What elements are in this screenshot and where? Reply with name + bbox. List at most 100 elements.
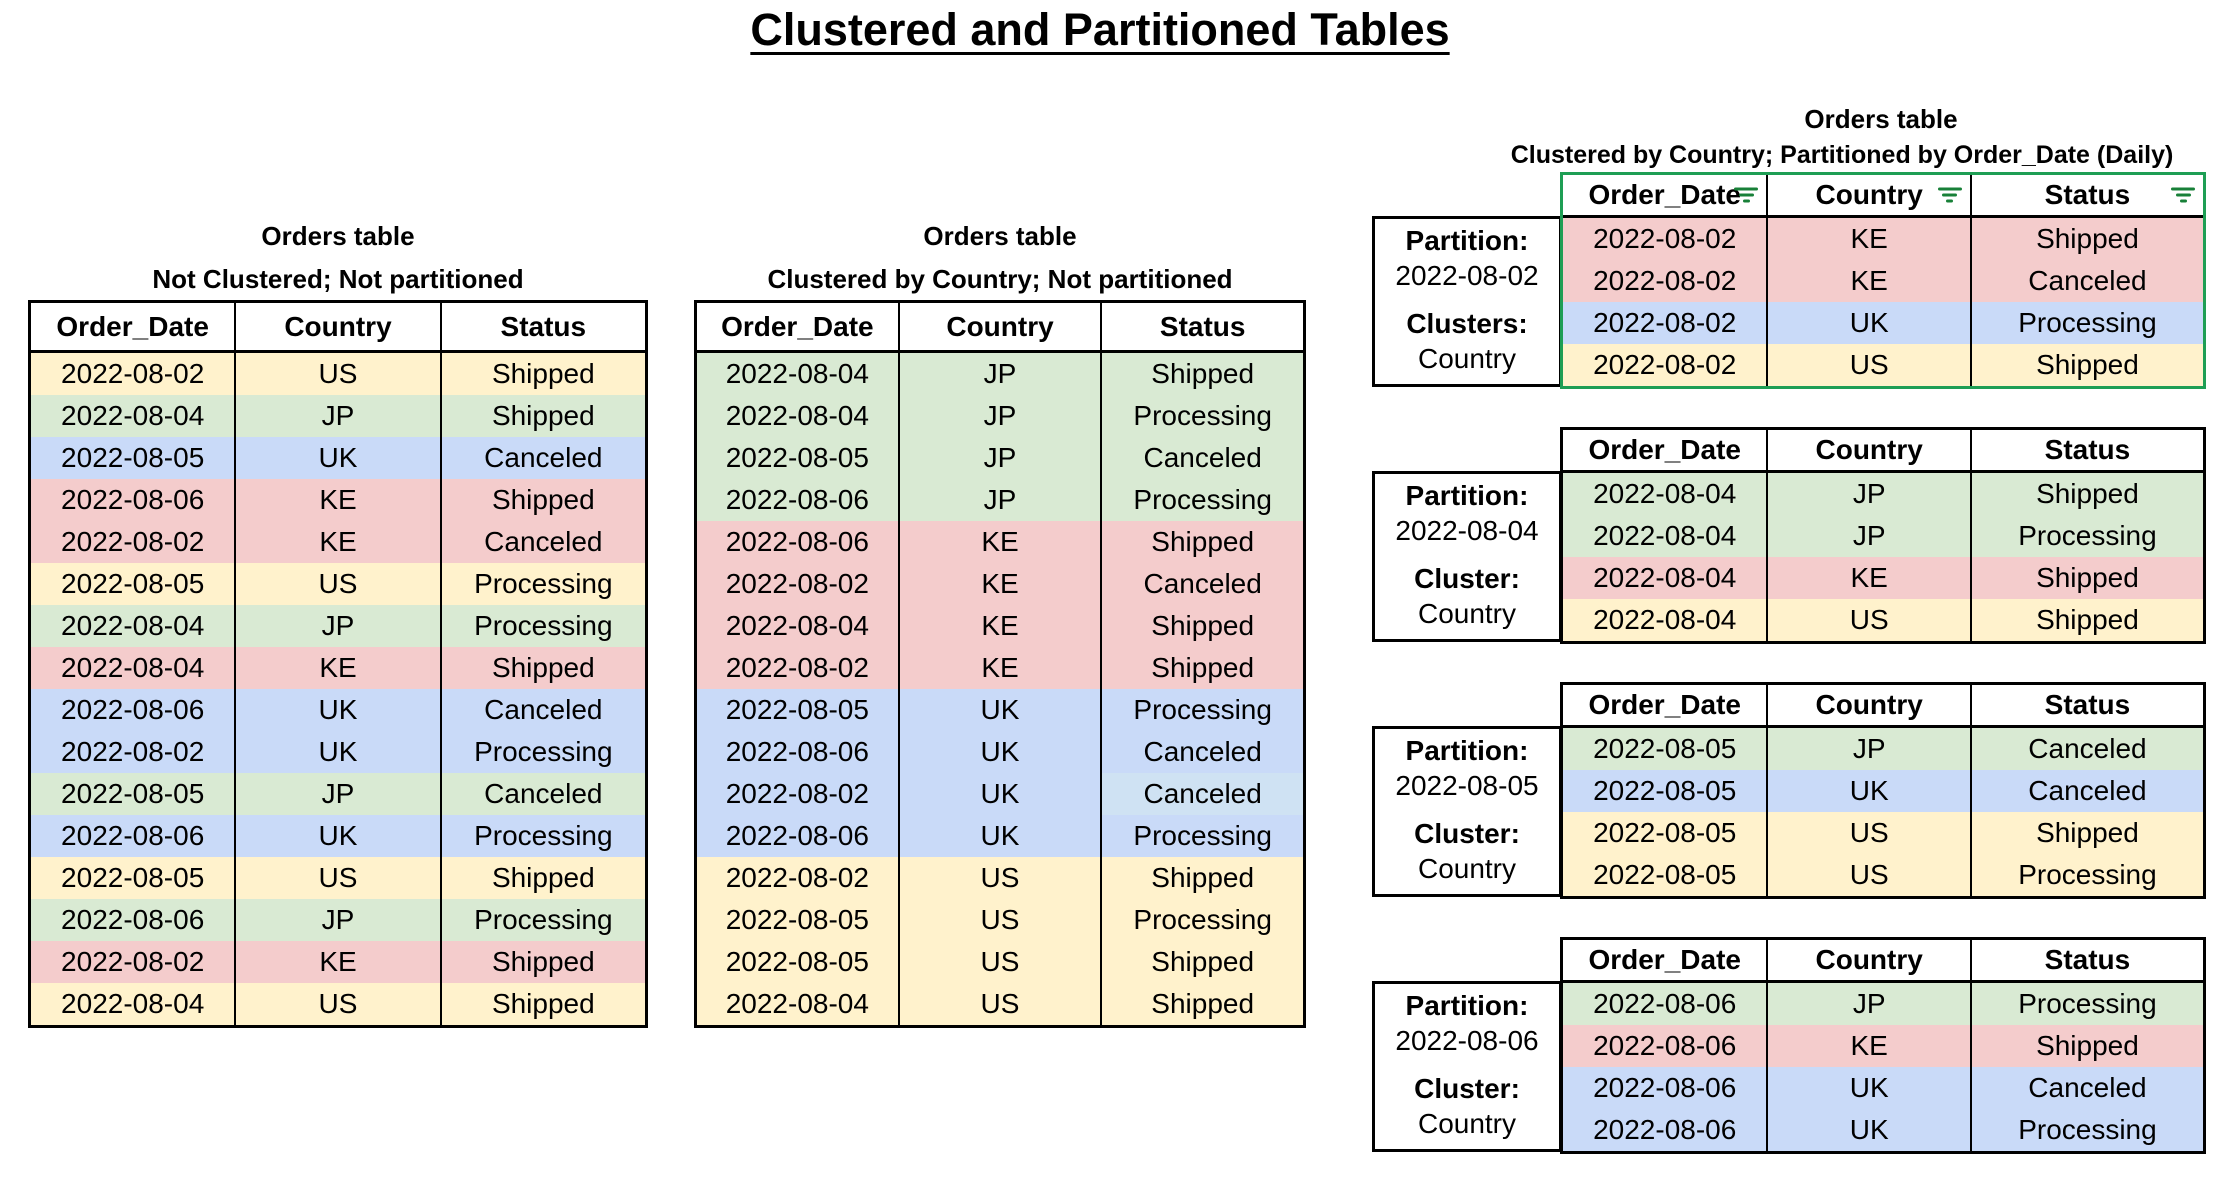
order-date-cell: 2022-08-04 <box>697 353 898 395</box>
table-row: 2022-08-06 UK Processing <box>31 815 645 857</box>
column-header: Order_Date <box>1563 175 1766 215</box>
filter-icon[interactable] <box>1732 187 1760 203</box>
order-date-cell: 2022-08-04 <box>1563 599 1767 641</box>
country-cell: KE <box>234 521 440 563</box>
status-cell: Canceled <box>439 521 645 563</box>
column-header-label: Country <box>1815 944 1923 975</box>
country-cell: US <box>234 857 440 899</box>
country-cell: KE <box>897 605 1101 647</box>
status-cell: Shipped <box>439 647 645 689</box>
order-date-cell: 2022-08-05 <box>1563 854 1767 896</box>
column-header-label: Status <box>2044 944 2131 975</box>
country-cell: KE <box>1766 218 1970 260</box>
status-cell: Canceled <box>1100 731 1304 773</box>
column-header-label: Order_Date <box>1588 944 1741 975</box>
column-header-label: Order_Date <box>1588 689 1741 720</box>
status-cell: Canceled <box>1969 1067 2203 1109</box>
status-cell: Processing <box>1100 395 1304 437</box>
column-header-label: Country <box>1815 434 1923 465</box>
table-row: 2022-08-02 KE Canceled <box>1563 260 2203 302</box>
table-row: 2022-08-06 KE Shipped <box>697 521 1304 563</box>
table-row: 2022-08-05 UK Canceled <box>31 437 645 479</box>
status-cell: Processing <box>439 605 645 647</box>
column-header: Order_Date <box>1563 940 1766 980</box>
status-cell: Shipped <box>1100 353 1304 395</box>
table-row: 2022-08-05 UK Canceled <box>1563 770 2203 812</box>
status-cell: Shipped <box>439 941 645 983</box>
status-cell: Processing <box>1100 689 1304 731</box>
status-cell: Processing <box>1969 854 2203 896</box>
status-cell: Canceled <box>1100 773 1304 815</box>
country-cell: US <box>897 857 1101 899</box>
country-cell: US <box>1766 599 1970 641</box>
order-date-cell: 2022-08-06 <box>697 521 898 563</box>
order-date-cell: 2022-08-06 <box>31 815 235 857</box>
table-row: 2022-08-06 JP Processing <box>697 479 1304 521</box>
order-date-cell: 2022-08-02 <box>697 857 898 899</box>
status-cell: Processing <box>439 731 645 773</box>
status-cell: Shipped <box>1100 605 1304 647</box>
country-cell: US <box>234 563 440 605</box>
table-row: 2022-08-04 JP Shipped <box>697 353 1304 395</box>
cluster-label: Cluster: <box>1414 563 1520 594</box>
status-cell: Shipped <box>439 353 645 395</box>
status-cell: Shipped <box>1969 218 2203 260</box>
filter-icon[interactable] <box>1936 187 1964 203</box>
order-date-cell: 2022-08-05 <box>31 857 235 899</box>
country-cell: KE <box>234 941 440 983</box>
order-date-cell: 2022-08-04 <box>31 983 235 1025</box>
order-date-cell: 2022-08-04 <box>1563 557 1767 599</box>
cluster-value: Country <box>1417 853 1517 884</box>
status-cell: Processing <box>1969 983 2203 1025</box>
partition-label: Partition: <box>1405 735 1529 766</box>
country-cell: KE <box>897 563 1101 605</box>
filter-icon[interactable] <box>2169 187 2197 203</box>
table-row: 2022-08-02 KE Canceled <box>31 521 645 563</box>
status-cell: Shipped <box>1100 941 1304 983</box>
table-row: 2022-08-04 US Shipped <box>697 983 1304 1025</box>
order-date-cell: 2022-08-02 <box>697 647 898 689</box>
status-cell: Canceled <box>1969 260 2203 302</box>
cluster-label: Clusters: <box>1406 308 1528 339</box>
order-date-cell: 2022-08-05 <box>697 437 898 479</box>
table-row: 2022-08-06 UK Processing <box>697 815 1304 857</box>
country-cell: UK <box>1766 770 1970 812</box>
order-date-cell: 2022-08-04 <box>697 605 898 647</box>
table-row: 2022-08-04 JP Processing <box>31 605 645 647</box>
status-cell: Processing <box>1969 302 2203 344</box>
table-row: 2022-08-05 US Shipped <box>31 857 645 899</box>
country-cell: UK <box>234 437 440 479</box>
status-cell: Canceled <box>439 773 645 815</box>
partition-table-2022-08-02: Order_Date Country Status 2022-08-02 KE Shipp… <box>1560 172 2206 389</box>
column-header: Status <box>1969 685 2203 725</box>
column-header-label: Country <box>1815 179 1923 210</box>
column-header-label: Status <box>2044 689 2131 720</box>
table-header-row: Order_Date Country Status <box>697 303 1303 353</box>
country-cell: US <box>1766 854 1970 896</box>
order-date-cell: 2022-08-05 <box>697 899 898 941</box>
column-header-label: Order_Date <box>1588 434 1741 465</box>
order-date-cell: 2022-08-05 <box>31 773 235 815</box>
right-section-title: Orders table <box>1804 104 1958 134</box>
status-cell: Processing <box>1969 1109 2203 1151</box>
country-cell: JP <box>1766 983 1970 1025</box>
middle-table-subtitle: Clustered by Country; Not partitioned <box>767 264 1233 294</box>
country-cell: KE <box>234 647 440 689</box>
order-date-cell: 2022-08-02 <box>31 731 235 773</box>
column-header: Order_Date <box>697 303 898 350</box>
cluster-value: Country <box>1417 343 1517 374</box>
order-date-cell: 2022-08-06 <box>1563 1025 1767 1067</box>
order-date-cell: 2022-08-02 <box>31 521 235 563</box>
status-cell: Shipped <box>1969 344 2203 386</box>
order-date-cell: 2022-08-02 <box>697 773 898 815</box>
table-row: 2022-08-04 KE Shipped <box>1563 557 2203 599</box>
order-date-cell: 2022-08-06 <box>1563 983 1767 1025</box>
cluster-stanza: Cluster: Country <box>1375 816 1559 886</box>
column-header: Order_Date <box>31 303 234 350</box>
status-cell: Shipped <box>439 983 645 1025</box>
order-date-cell: 2022-08-05 <box>1563 728 1767 770</box>
table-header-row: Order_Date Country Status <box>31 303 645 353</box>
partition-stanza: Partition: 2022-08-02 <box>1375 223 1559 293</box>
country-cell: UK <box>1766 1109 1970 1151</box>
